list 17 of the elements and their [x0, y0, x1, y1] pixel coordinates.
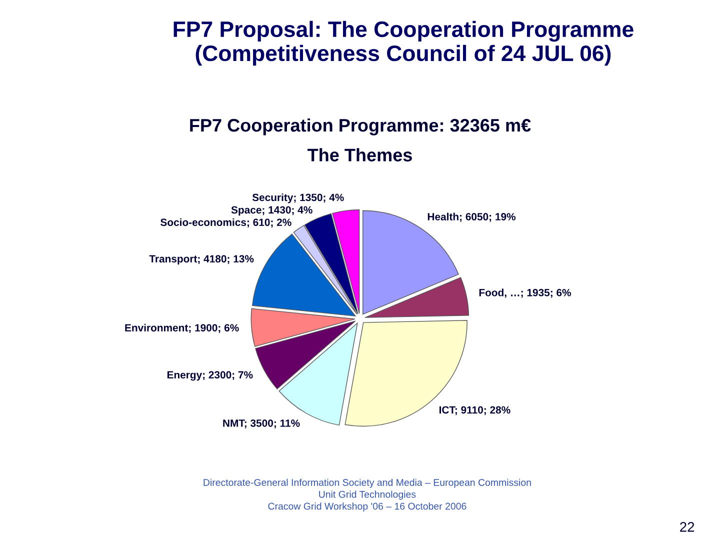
- chart-subtitle: The Themes: [308, 148, 412, 162]
- slice-label: Energy; 2300; 7%: [167, 371, 253, 381]
- text: Directorate-General Information Society and Media – European Commission: [204, 478, 531, 488]
- slice-label: Transport; 4180; 13%: [149, 255, 254, 265]
- slice-label: Environment; 1900; 6%: [125, 324, 239, 333]
- slice-label: Food, …; 1935; 6%: [479, 288, 572, 298]
- text: Cracow Grid Workshop '06 – 16 October 2006: [268, 502, 466, 512]
- slice-label: Socio-economics; 610; 2%: [160, 218, 292, 228]
- text: 22: [680, 522, 694, 532]
- slice-label: NMT; 3500; 11%: [223, 419, 300, 428]
- text: FP7 Proposal: The Cooperation Programme (Competitiveness Council of 24 JUL 06): [174, 20, 634, 66]
- chart-title: FP7 Cooperation Programme: 32365 m€: [190, 118, 531, 136]
- slice-label: ICT; 9110; 28%: [440, 406, 510, 416]
- text: Unit Grid Technologies: [319, 490, 416, 500]
- slice-label: Space; 1430; 4%: [231, 206, 312, 216]
- slice-label: Security; 1350; 4%: [252, 193, 344, 204]
- slice-label: Health; 6050; 19%: [428, 212, 516, 222]
